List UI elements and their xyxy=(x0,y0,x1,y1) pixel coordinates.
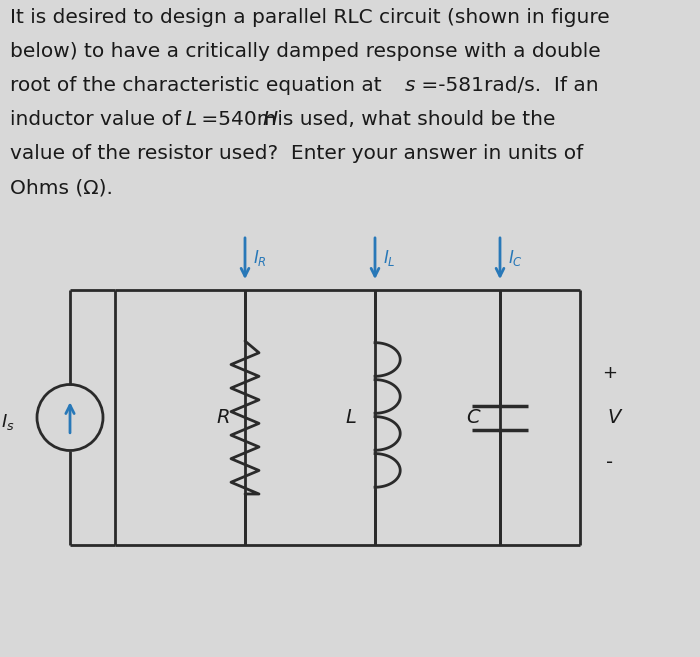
Text: It is desired to design a parallel RLC circuit (shown in figure: It is desired to design a parallel RLC c… xyxy=(10,8,610,27)
Text: Ohms (Ω).: Ohms (Ω). xyxy=(10,178,113,197)
Text: $R$: $R$ xyxy=(216,408,230,427)
Text: $V$: $V$ xyxy=(607,408,623,427)
Text: =-581rad/s.  If an: =-581rad/s. If an xyxy=(415,76,598,95)
Text: =540m: =540m xyxy=(195,110,276,129)
Text: H: H xyxy=(262,110,277,129)
Text: is used, what should be the: is used, what should be the xyxy=(271,110,556,129)
Text: +: + xyxy=(603,363,617,382)
Text: $L$: $L$ xyxy=(345,408,357,427)
Text: $I_R$: $I_R$ xyxy=(253,248,267,269)
Text: $I_L$: $I_L$ xyxy=(383,248,395,269)
Text: $C$: $C$ xyxy=(466,408,482,427)
Text: root of the characteristic equation at: root of the characteristic equation at xyxy=(10,76,388,95)
Text: L: L xyxy=(185,110,196,129)
Text: s: s xyxy=(405,76,416,95)
Text: $I_s$: $I_s$ xyxy=(1,413,15,432)
Text: $I_C$: $I_C$ xyxy=(508,248,523,269)
Text: value of the resistor used?  Enter your answer in units of: value of the resistor used? Enter your a… xyxy=(10,144,583,163)
Text: inductor value of: inductor value of xyxy=(10,110,188,129)
Text: below) to have a critically damped response with a double: below) to have a critically damped respo… xyxy=(10,42,601,61)
Text: -: - xyxy=(606,453,614,472)
